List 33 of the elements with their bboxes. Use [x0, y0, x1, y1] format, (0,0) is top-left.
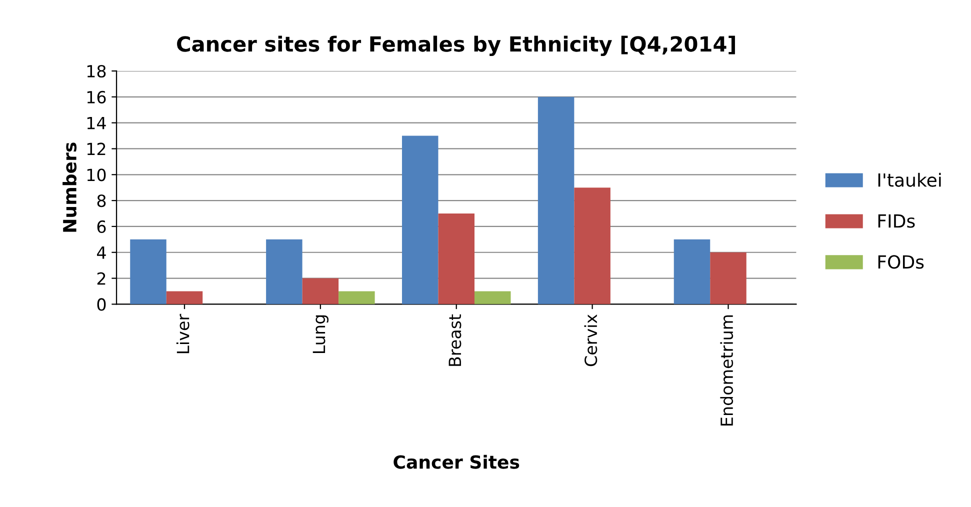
y-tick-label: 8	[97, 194, 106, 208]
y-tick-label: 18	[87, 64, 106, 78]
y-axis-title: Numbers	[62, 142, 77, 232]
bar	[674, 239, 710, 304]
x-tick-label: Liver	[176, 314, 190, 354]
y-tick-label: 0	[97, 298, 106, 311]
x-tick-label: Breast	[448, 314, 462, 366]
legend-label: I'taukei	[878, 172, 941, 187]
bar	[710, 252, 746, 304]
bar	[302, 278, 339, 304]
bar	[574, 188, 610, 304]
x-tick-label: Cervix	[584, 314, 598, 366]
bar	[438, 214, 474, 304]
y-tick-label: 12	[87, 142, 106, 156]
y-tick-label: 16	[87, 90, 106, 104]
y-tick-label: 14	[87, 116, 106, 130]
legend-label: FIDs	[878, 214, 915, 228]
bar	[266, 239, 302, 304]
legend-label: FODs	[878, 255, 924, 269]
chart-title: Cancer sites for Females by Ethnicity [Q4,2014]	[177, 36, 735, 56]
x-tick-label: Lung	[312, 315, 328, 353]
bar	[474, 291, 511, 304]
bar	[538, 96, 574, 304]
x-axis-title: Cancer Sites	[394, 454, 520, 469]
y-tick-label: 4	[97, 246, 106, 259]
y-tick-label: 6	[97, 220, 106, 234]
bar	[166, 291, 203, 304]
bar	[130, 239, 166, 304]
bar	[402, 136, 438, 304]
y-tick-label: 2	[97, 272, 106, 285]
y-tick-label: 10	[87, 168, 106, 182]
bar	[338, 291, 375, 304]
x-tick-label: Endometrium	[720, 315, 734, 426]
